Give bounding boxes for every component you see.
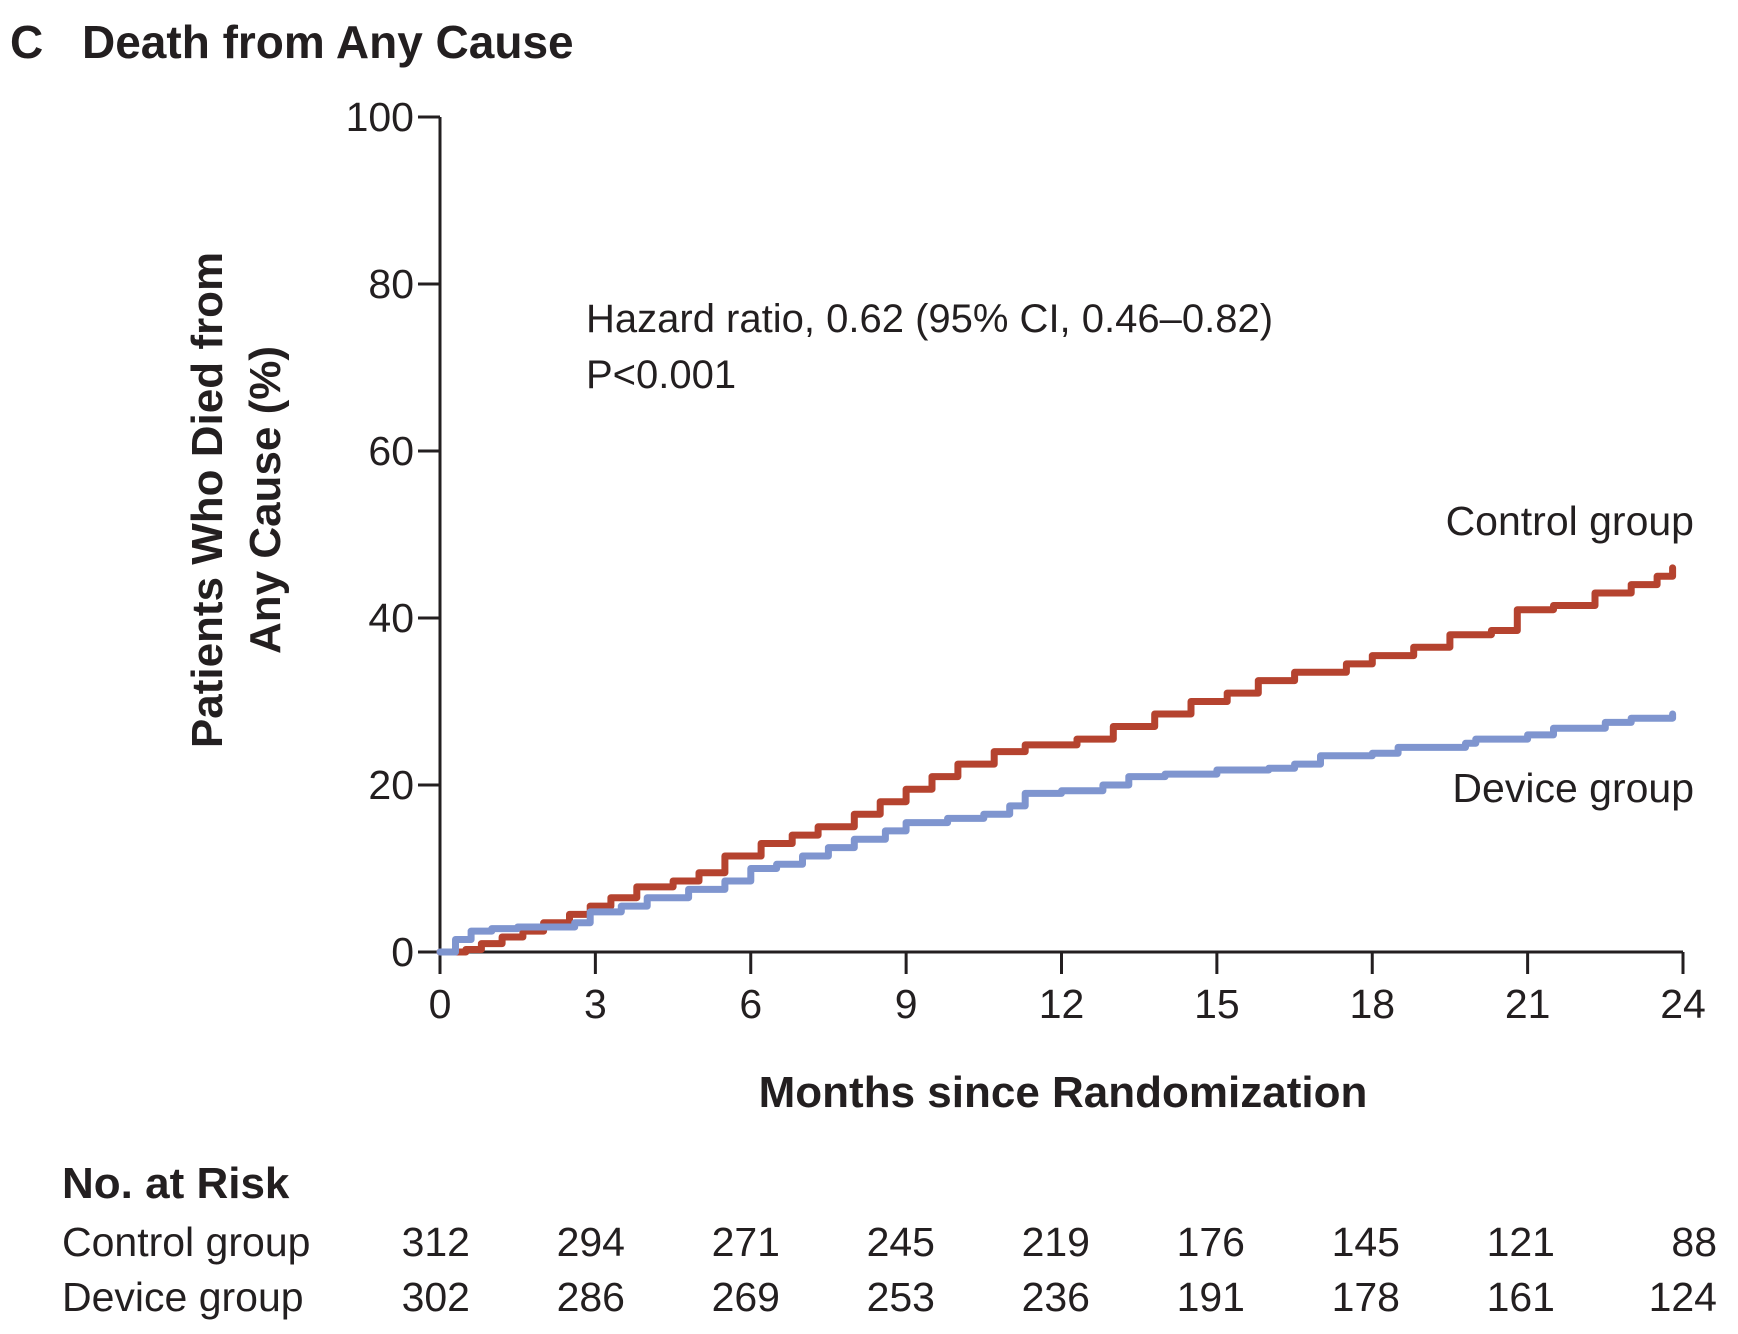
risk-count: 271 <box>712 1219 780 1265</box>
y-axis-title-line-2: Any Cause (%) <box>241 346 290 654</box>
risk-row-label: Device group <box>62 1274 304 1320</box>
risk-row-label: Control group <box>62 1219 310 1265</box>
series-layer <box>436 564 1677 956</box>
risk-table-title: No. at Risk <box>62 1159 290 1208</box>
risk-table: Control group 312 294 271 245 219 176 145 121 88 D… <box>62 1219 1717 1320</box>
control-group-curve <box>436 564 1677 956</box>
y-tick-label: 40 <box>368 595 414 641</box>
x-tick-label: 6 <box>739 981 762 1027</box>
risk-count: 191 <box>1177 1274 1245 1320</box>
p-value-annotation: P<0.001 <box>586 353 736 397</box>
risk-count: 145 <box>1332 1219 1400 1265</box>
chart-title: Death from Any Cause <box>82 16 574 68</box>
x-tick-label: 0 <box>429 981 452 1027</box>
y-tick-label: 20 <box>368 762 414 808</box>
risk-count: 219 <box>1022 1219 1090 1265</box>
risk-count: 178 <box>1332 1274 1400 1320</box>
control-group-label: Control group <box>1446 498 1694 544</box>
x-tick-label: 21 <box>1505 981 1551 1027</box>
risk-count: 245 <box>867 1219 935 1265</box>
x-tick-label: 9 <box>895 981 918 1027</box>
risk-count: 312 <box>402 1219 470 1265</box>
device-group-label: Device group <box>1452 765 1694 811</box>
x-tick-label: 18 <box>1349 981 1395 1027</box>
y-tick-label: 80 <box>368 261 414 307</box>
x-tick-label: 3 <box>584 981 607 1027</box>
y-axis-title-line-1: Patients Who Died from <box>183 252 232 748</box>
risk-count: 161 <box>1487 1274 1555 1320</box>
y-tick-label: 60 <box>368 428 414 474</box>
risk-count: 121 <box>1487 1219 1555 1265</box>
risk-count: 176 <box>1177 1219 1245 1265</box>
risk-count: 269 <box>712 1274 780 1320</box>
risk-count: 88 <box>1671 1219 1717 1265</box>
panel-label: C <box>10 16 43 68</box>
risk-count: 124 <box>1649 1274 1717 1320</box>
risk-count: 236 <box>1022 1274 1090 1320</box>
x-axis-title: Months since Randomization <box>759 1068 1368 1117</box>
y-tick-label: 100 <box>346 94 414 140</box>
axes: 0 20 40 60 80 100 0 3 6 9 12 15 18 21 24 <box>346 94 1706 1027</box>
x-tick-label: 12 <box>1039 981 1085 1027</box>
risk-count: 294 <box>557 1219 625 1265</box>
risk-count: 286 <box>557 1274 625 1320</box>
y-tick-label: 0 <box>391 929 414 975</box>
x-tick-label: 24 <box>1660 981 1706 1027</box>
hazard-ratio-annotation: Hazard ratio, 0.62 (95% CI, 0.46–0.82) <box>586 297 1273 341</box>
risk-count: 253 <box>867 1274 935 1320</box>
x-tick-label: 15 <box>1194 981 1240 1027</box>
risk-count: 302 <box>402 1274 470 1320</box>
device-group-curve <box>436 710 1677 956</box>
